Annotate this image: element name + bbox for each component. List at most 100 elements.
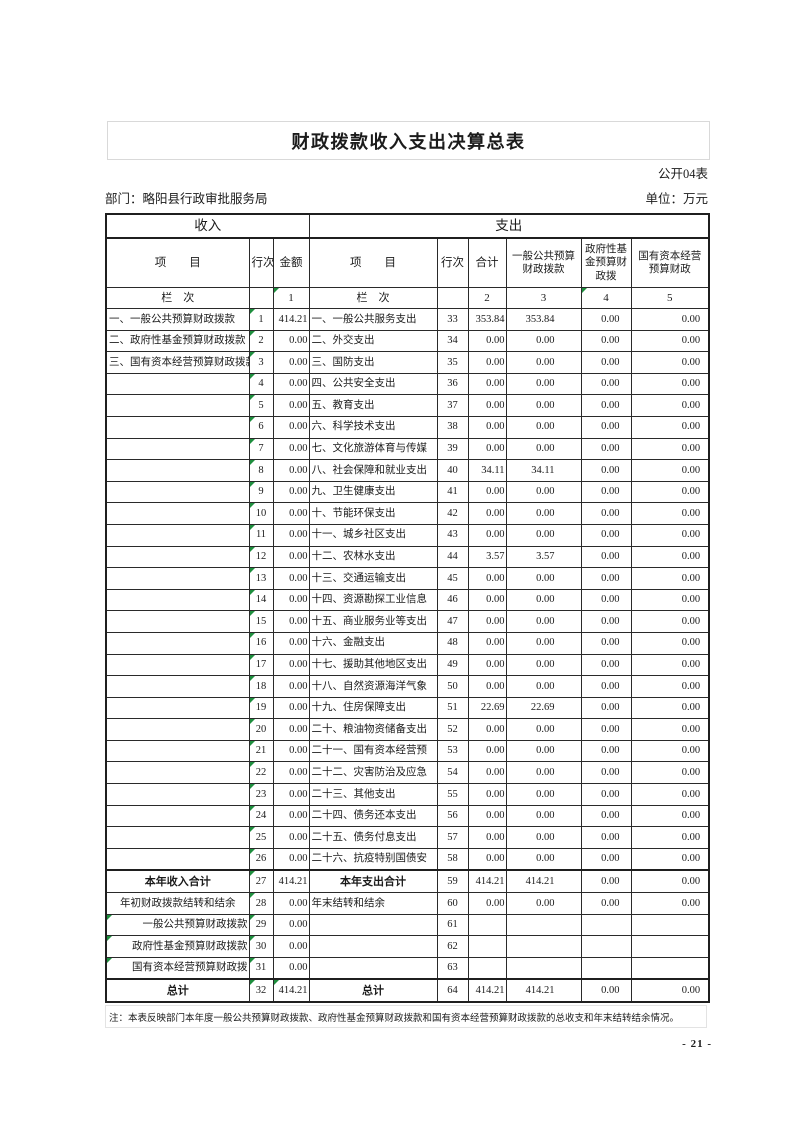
cell-expense-rowno: 52 xyxy=(436,718,469,741)
table-row: 6 0.00 六、科学技术支出 38 0.00 0.00 0.00 0.00 xyxy=(105,415,710,439)
table-row: 8 0.00 八、社会保障和就业支出 40 34.11 34.11 0.00 0… xyxy=(105,459,710,482)
cell-income-amount: 0.00 xyxy=(272,696,310,720)
col-gov-fund: 政府性基金预算财政拨 xyxy=(580,237,632,288)
cell-state-capital: 0.00 xyxy=(630,631,710,655)
cell-expense-item: 一、一般公共服务支出 xyxy=(308,308,438,331)
cell-general-budget: 0.00 xyxy=(505,502,582,525)
cell-income-item: 国有资本经营预算财政拨 xyxy=(105,956,250,980)
table-row: 24 0.00 二十四、债务还本支出 56 0.00 0.00 0.00 0.0… xyxy=(105,804,710,828)
cell-state-capital: 0.00 xyxy=(630,653,710,677)
cell-gov-fund: 0.00 xyxy=(580,739,632,763)
cell-expense-item: 十一、城乡社区支出 xyxy=(308,523,438,547)
column-number-row: 栏 次 1 栏 次 2 3 4 5 xyxy=(105,287,710,309)
cell-income-item xyxy=(105,653,250,677)
cell-income-rowno: 21 xyxy=(248,739,274,763)
cell-expense-total: 0.00 xyxy=(467,739,507,763)
lanci-col-2: 2 xyxy=(467,287,507,309)
table-row: 12 0.00 十二、农林水支出 44 3.57 3.57 0.00 0.00 xyxy=(105,545,710,569)
cell-expense-total: 22.69 xyxy=(467,696,507,720)
cell-income-rowno: 8 xyxy=(248,459,274,482)
table-row: 4 0.00 四、公共安全支出 36 0.00 0.00 0.00 0.00 xyxy=(105,372,710,396)
cell-state-capital xyxy=(630,956,710,980)
cell-expense-item xyxy=(308,935,438,958)
table-row: 14 0.00 十四、资源勘探工业信息 46 0.00 0.00 0.00 0.… xyxy=(105,588,710,612)
cell-gov-fund: 0.00 xyxy=(580,847,632,871)
cell-expense-rowno: 36 xyxy=(436,372,469,396)
cell-general-budget xyxy=(505,913,582,937)
cell-general-budget: 0.00 xyxy=(505,394,582,417)
department-label: 部门：略阳县行政审批服务局 xyxy=(105,192,268,206)
cell-expense-item: 十九、住房保障支出 xyxy=(308,696,438,720)
cell-income-amount: 0.00 xyxy=(272,675,310,698)
table-row: 19 0.00 十九、住房保障支出 51 22.69 22.69 0.00 0.… xyxy=(105,696,710,720)
cell-gov-fund: 0.00 xyxy=(580,437,632,461)
cell-expense-rowno: 61 xyxy=(436,913,469,937)
cell-income-item xyxy=(105,761,250,785)
cell-gov-fund: 0.00 xyxy=(580,631,632,655)
cell-general-budget: 0.00 xyxy=(505,847,582,871)
cell-income-amount: 0.00 xyxy=(272,502,310,525)
cell-expense-rowno: 58 xyxy=(436,847,469,871)
table-row: 一、一般公共预算财政拨款 1 414.21 一、一般公共服务支出 33 353.… xyxy=(105,308,710,331)
cell-expense-rowno: 62 xyxy=(436,935,469,958)
cell-general-budget: 0.00 xyxy=(505,718,582,741)
section-header-row: 收入 支出 xyxy=(105,213,710,239)
cell-expense-rowno: 53 xyxy=(436,739,469,763)
budget-table-wrapper: 收入 支出 项 目 行次 金额 项 目 行次 合计 一般公共预算财政拨款 政府性… xyxy=(105,213,711,1003)
cell-general-budget: 0.00 xyxy=(505,653,582,677)
table-row: 16 0.00 十六、金融支出 48 0.00 0.00 0.00 0.00 xyxy=(105,631,710,655)
lanci-col-4: 4 xyxy=(580,287,632,309)
cell-expense-rowno: 37 xyxy=(436,394,469,417)
cell-income-rowno: 22 xyxy=(248,761,274,785)
cell-income-rowno: 1 xyxy=(248,308,274,331)
cell-income-amount: 0.00 xyxy=(272,545,310,569)
cell-state-capital: 0.00 xyxy=(630,480,710,504)
cell-expense-rowno: 59 xyxy=(436,869,469,894)
cell-income-rowno: 20 xyxy=(248,718,274,741)
cell-income-item xyxy=(105,783,250,806)
cell-income-rowno: 3 xyxy=(248,351,274,374)
cell-gov-fund: 0.00 xyxy=(580,826,632,849)
cell-expense-rowno: 45 xyxy=(436,567,469,590)
cell-state-capital: 0.00 xyxy=(630,610,710,633)
cell-expense-total: 0.00 xyxy=(467,523,507,547)
cell-expense-rowno: 51 xyxy=(436,696,469,720)
cell-gov-fund: 0.00 xyxy=(580,892,632,915)
cell-gov-fund: 0.00 xyxy=(580,351,632,374)
cell-income-rowno: 2 xyxy=(248,329,274,353)
cell-expense-item: 十七、援助其他地区支出 xyxy=(308,653,438,677)
cell-general-budget: 0.00 xyxy=(505,329,582,353)
cell-general-budget: 0.00 xyxy=(505,588,582,612)
cell-general-budget: 0.00 xyxy=(505,567,582,590)
cell-general-budget: 0.00 xyxy=(505,761,582,785)
title-box: 财政拨款收入支出决算总表 xyxy=(107,121,710,160)
cell-expense-rowno: 55 xyxy=(436,783,469,806)
cell-expense-item: 四、公共安全支出 xyxy=(308,372,438,396)
cell-general-budget: 0.00 xyxy=(505,351,582,374)
col-expense-item: 项 目 xyxy=(308,237,438,288)
cell-income-item xyxy=(105,718,250,741)
cell-general-budget: 0.00 xyxy=(505,523,582,547)
cell-expense-total: 3.57 xyxy=(467,545,507,569)
cell-income-amount: 0.00 xyxy=(272,718,310,741)
cell-state-capital: 0.00 xyxy=(630,415,710,439)
cell-state-capital: 0.00 xyxy=(630,308,710,331)
cell-expense-rowno: 40 xyxy=(436,459,469,482)
unit-label: 单位：万元 xyxy=(645,192,708,206)
cell-expense-item: 八、社会保障和就业支出 xyxy=(308,459,438,482)
lanci-col-1: 1 xyxy=(272,287,310,309)
cell-expense-rowno: 33 xyxy=(436,308,469,331)
cell-state-capital: 0.00 xyxy=(630,523,710,547)
cell-gov-fund xyxy=(580,913,632,937)
cell-state-capital: 0.00 xyxy=(630,588,710,612)
cell-state-capital: 0.00 xyxy=(630,718,710,741)
cell-income-rowno: 9 xyxy=(248,480,274,504)
cell-income-amount: 0.00 xyxy=(272,480,310,504)
lanci-income-label: 栏 次 xyxy=(105,287,250,309)
cell-expense-rowno: 48 xyxy=(436,631,469,655)
expense-section-header: 支出 xyxy=(308,213,710,239)
meta-row: 部门：略阳县行政审批服务局 单位：万元 xyxy=(105,188,708,207)
cell-state-capital: 0.00 xyxy=(630,892,710,915)
cell-expense-item: 十三、交通运输支出 xyxy=(308,567,438,590)
